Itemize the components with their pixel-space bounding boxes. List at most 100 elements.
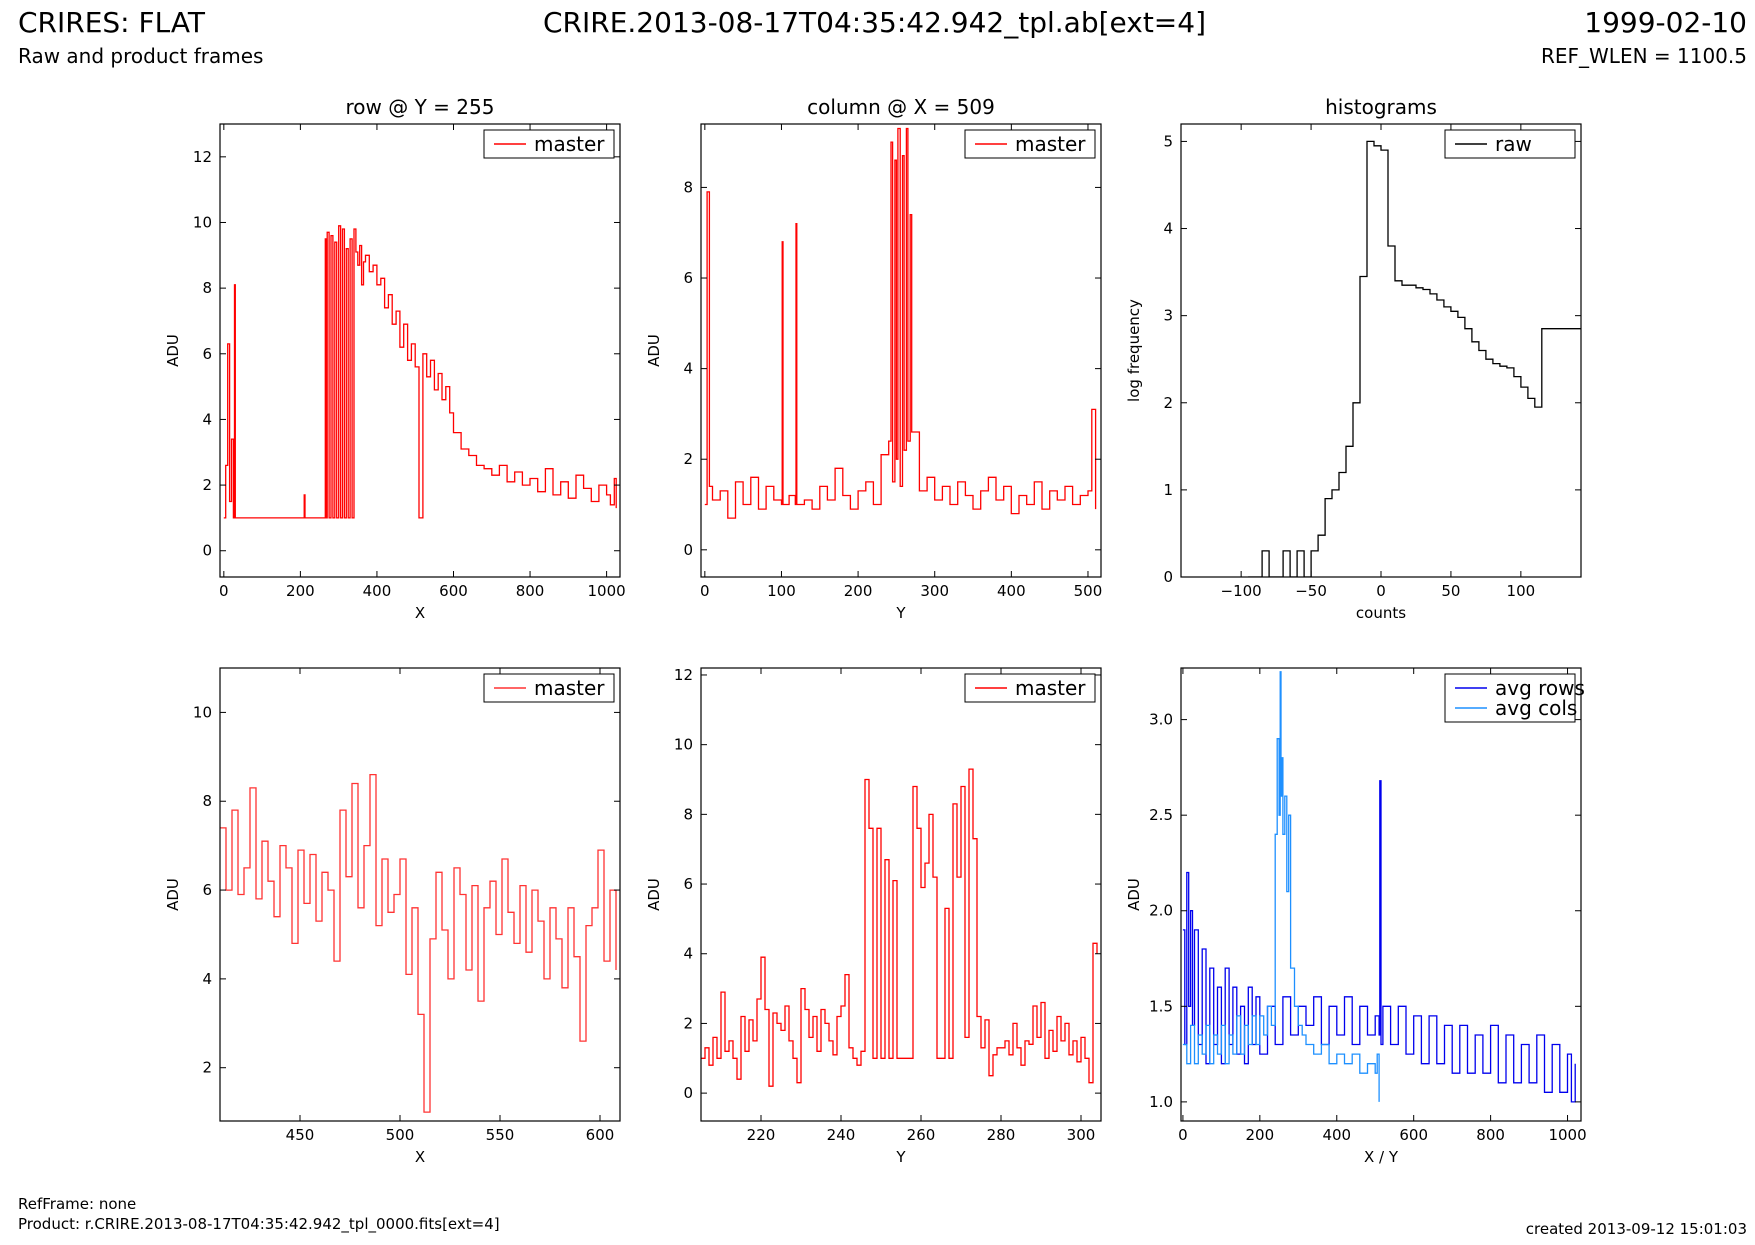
y-tick-label: 3 [1163, 307, 1173, 325]
chart-hist: −100 −50 0 50 100 0 1 2 3 4 5 histograms counts log f… [1125, 95, 1582, 622]
y-axis-label: ADU [645, 878, 663, 911]
legend-label: master [534, 676, 605, 700]
y-tick-label: 2 [683, 450, 693, 468]
series-master-line [701, 768, 1098, 1087]
legend-label: master [534, 132, 605, 156]
y-tick-label: 0 [202, 542, 212, 560]
x-tick-label: 300 [920, 582, 949, 600]
y-tick-label: 2.5 [1149, 806, 1173, 824]
plot-frame [1180, 123, 1582, 578]
ref-wavelength: REF_WLEN = 1100.5 [1540, 44, 1747, 68]
y-tick-label: 4 [683, 945, 693, 963]
x-tick-label: 280 [987, 1126, 1016, 1144]
y-tick-label: 4 [202, 410, 212, 428]
y-tick-label: 2.0 [1149, 902, 1173, 920]
x-tick-label: 200 [286, 582, 315, 600]
y-tick-label: 6 [202, 881, 212, 899]
x-tick-label: 600 [439, 582, 468, 600]
x-tick-label: 400 [1322, 1126, 1351, 1144]
series-raw-line [1248, 140, 1581, 577]
plot-frame [700, 667, 1102, 1122]
series-master-line [220, 773, 617, 1113]
x-axis-label: Y [895, 604, 906, 622]
y-axis-label: ADU [164, 878, 182, 911]
y-tick-label: 4 [1163, 220, 1173, 238]
x-tick-label: 100 [767, 582, 796, 600]
legend-label: raw [1495, 132, 1532, 156]
y-tick-label: 4 [202, 970, 212, 988]
x-tick-label: −50 [1295, 582, 1327, 600]
x-tick-label: 800 [516, 582, 545, 600]
chart-title: row @ Y = 255 [346, 95, 495, 119]
x-axis-label: X / Y [1364, 1148, 1399, 1166]
y-tick-label: 4 [683, 360, 693, 378]
x-axis-label: X [415, 604, 425, 622]
y-tick-label: 2 [683, 1014, 693, 1032]
x-tick-label: 200 [844, 582, 873, 600]
x-tick-label: 0 [1178, 1126, 1188, 1144]
plot-frame [219, 123, 621, 578]
y-tick-label: 8 [683, 178, 693, 196]
x-tick-label: 450 [286, 1126, 315, 1144]
x-tick-label: 600 [1399, 1126, 1428, 1144]
page-subtitle: Raw and product frames [18, 44, 264, 68]
plot-frame [219, 667, 621, 1122]
legend: master [964, 673, 1096, 703]
x-tick-label: 400 [363, 582, 392, 600]
y-tick-label: 8 [202, 792, 212, 810]
plot-frame [700, 123, 1102, 578]
created-timestamp: created 2013-09-12 15:01:03 [1525, 1220, 1747, 1238]
legend-label: avg cols [1495, 696, 1577, 720]
y-axis-label: ADU [645, 334, 663, 367]
legend-label: master [1015, 132, 1086, 156]
chart-column_zoom: 220 240 260 280 300 0 2 4 6 8 10 12 Y ADU master [645, 666, 1102, 1166]
chart-title: column @ X = 509 [807, 95, 995, 119]
x-tick-label: 500 [386, 1126, 415, 1144]
y-tick-label: 2 [1163, 394, 1173, 412]
x-tick-label: 500 [1074, 582, 1103, 600]
legend: master [483, 129, 615, 159]
legend: raw [1444, 129, 1576, 159]
x-tick-label: 200 [1246, 1126, 1275, 1144]
x-tick-label: 550 [486, 1126, 515, 1144]
y-tick-label: 10 [193, 703, 212, 721]
chart-title: histograms [1325, 95, 1437, 119]
chart-row_zoom: 450 500 550 600 2 4 6 8 10 X ADU master [164, 667, 621, 1166]
legend: master [483, 673, 615, 703]
x-tick-label: 1000 [1548, 1126, 1586, 1144]
chart-column: 0 100 200 300 400 500 0 2 4 6 8 column @ X = 509 Y AD… [645, 95, 1102, 622]
y-tick-label: 6 [202, 345, 212, 363]
x-tick-label: 0 [700, 582, 710, 600]
y-tick-label: 0 [683, 1084, 693, 1102]
series-master-line [223, 225, 617, 519]
y-tick-label: 8 [683, 805, 693, 823]
y-tick-label: 0 [1163, 568, 1173, 586]
series-avg-rows-line [1182, 780, 1576, 1103]
x-tick-label: 300 [1067, 1126, 1096, 1144]
x-axis-label: Y [895, 1148, 906, 1166]
chart-row: 0 200 400 600 800 1000 0 2 4 6 8 10 12 row @ Y = 255 X… [164, 95, 626, 622]
x-tick-label: 220 [747, 1126, 776, 1144]
x-tick-label: 0 [1376, 582, 1386, 600]
file-name: CRIRE.2013-08-17T04:35:42.942_tpl.ab[ext… [543, 6, 1207, 39]
y-tick-label: 1 [1163, 481, 1173, 499]
y-tick-label: 6 [683, 875, 693, 893]
y-tick-label: 2 [202, 1059, 212, 1077]
y-tick-label: 2 [202, 476, 212, 494]
observation-date: 1999-02-10 [1584, 6, 1747, 39]
y-tick-label: 6 [683, 269, 693, 287]
x-tick-label: −100 [1221, 582, 1262, 600]
x-axis-label: X [415, 1148, 425, 1166]
x-axis-label: counts [1356, 604, 1406, 622]
x-tick-label: 400 [997, 582, 1026, 600]
series-master-line [704, 127, 1097, 519]
x-tick-label: 800 [1476, 1126, 1505, 1144]
y-tick-label: 0 [683, 541, 693, 559]
series-avg-cols-line [1182, 671, 1380, 1102]
legend-box [483, 129, 615, 159]
x-tick-label: 260 [907, 1126, 936, 1144]
legend-label: master [1015, 676, 1086, 700]
ref-frame-note: RefFrame: none [18, 1195, 137, 1213]
y-tick-label: 10 [193, 213, 212, 231]
